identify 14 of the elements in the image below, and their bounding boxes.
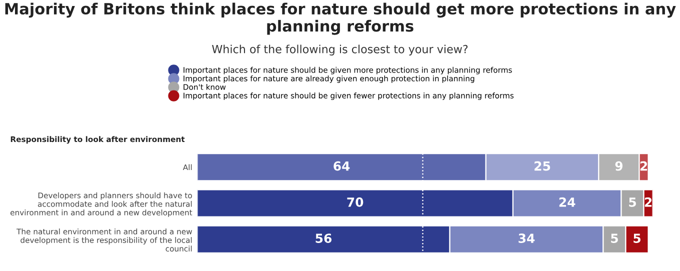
data-label: 70	[347, 197, 364, 207]
data-label: 5	[629, 198, 636, 207]
data-label: 25	[534, 161, 550, 171]
data-label: 64	[334, 161, 350, 171]
chart-title: Majority of Britons think places for nature should get more protections in any planning reforms	[5, 2, 676, 35]
data-label: 2	[644, 197, 652, 207]
chart-subtitle: Which of the following is closest to your view?	[212, 44, 468, 56]
data-label: 24	[559, 197, 576, 207]
data-label: 9	[615, 161, 623, 171]
data-label: 5	[611, 234, 618, 244]
data-label: 2	[640, 161, 648, 171]
data-label: 56	[316, 234, 332, 244]
data-label: 5	[634, 234, 640, 244]
data-label: 34	[518, 234, 535, 244]
